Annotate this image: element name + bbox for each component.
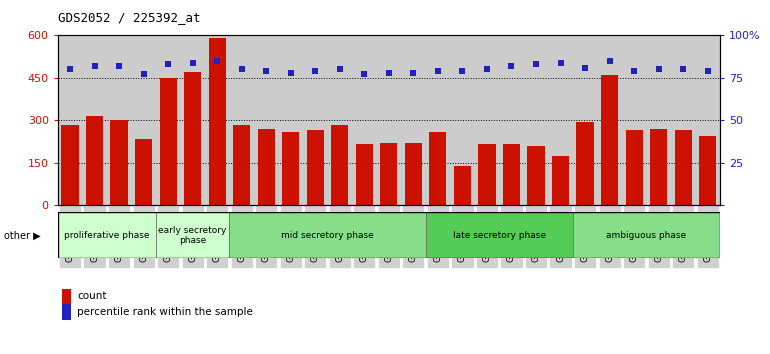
Bar bbox=[233, 125, 250, 205]
Point bbox=[358, 72, 370, 77]
Bar bbox=[356, 144, 373, 205]
Bar bbox=[282, 132, 300, 205]
Point bbox=[432, 68, 444, 74]
Bar bbox=[454, 166, 471, 205]
Bar bbox=[380, 143, 397, 205]
Bar bbox=[552, 156, 569, 205]
Text: late secretory phase: late secretory phase bbox=[453, 231, 546, 240]
Text: GDS2052 / 225392_at: GDS2052 / 225392_at bbox=[58, 11, 200, 24]
Bar bbox=[62, 125, 79, 205]
Bar bbox=[156, 212, 229, 258]
Text: other ▶: other ▶ bbox=[4, 230, 41, 240]
Point bbox=[604, 58, 616, 64]
Point bbox=[480, 67, 493, 72]
Bar bbox=[135, 139, 152, 205]
Bar bbox=[577, 122, 594, 205]
Point bbox=[186, 60, 199, 65]
Point bbox=[260, 68, 273, 74]
Bar bbox=[184, 72, 201, 205]
Point bbox=[333, 67, 346, 72]
Bar bbox=[405, 143, 422, 205]
Point bbox=[457, 68, 469, 74]
Point bbox=[677, 67, 689, 72]
Bar bbox=[478, 144, 496, 205]
Bar bbox=[229, 212, 426, 258]
Bar bbox=[527, 146, 544, 205]
Bar bbox=[650, 129, 668, 205]
Bar bbox=[110, 120, 128, 205]
Point bbox=[652, 67, 665, 72]
Point bbox=[407, 70, 420, 76]
Point bbox=[162, 62, 174, 67]
Bar bbox=[699, 136, 716, 205]
Bar bbox=[503, 144, 520, 205]
Point bbox=[64, 67, 76, 72]
Point bbox=[236, 67, 248, 72]
Bar bbox=[258, 129, 275, 205]
Point bbox=[554, 60, 567, 65]
Text: percentile rank within the sample: percentile rank within the sample bbox=[77, 307, 253, 317]
Bar bbox=[573, 212, 720, 258]
Bar bbox=[430, 132, 447, 205]
Text: proliferative phase: proliferative phase bbox=[64, 231, 149, 240]
Bar bbox=[58, 212, 156, 258]
Text: mid secretory phase: mid secretory phase bbox=[281, 231, 374, 240]
Bar bbox=[86, 116, 103, 205]
Bar bbox=[625, 130, 643, 205]
Bar bbox=[306, 130, 324, 205]
Point bbox=[89, 63, 101, 69]
Bar bbox=[426, 212, 573, 258]
Point bbox=[701, 68, 714, 74]
Point bbox=[628, 68, 641, 74]
Text: ambiguous phase: ambiguous phase bbox=[606, 231, 686, 240]
Text: count: count bbox=[77, 291, 106, 301]
Point bbox=[113, 63, 126, 69]
Bar bbox=[601, 75, 618, 205]
Point bbox=[137, 72, 149, 77]
Point bbox=[285, 70, 297, 76]
Point bbox=[505, 63, 517, 69]
Point bbox=[309, 68, 321, 74]
Point bbox=[579, 65, 591, 70]
Point bbox=[383, 70, 395, 76]
Point bbox=[211, 58, 223, 64]
Text: early secretory
phase: early secretory phase bbox=[159, 226, 227, 245]
Point bbox=[530, 62, 542, 67]
Bar bbox=[331, 125, 348, 205]
Bar bbox=[159, 78, 176, 205]
Bar bbox=[675, 130, 691, 205]
Bar bbox=[209, 38, 226, 205]
